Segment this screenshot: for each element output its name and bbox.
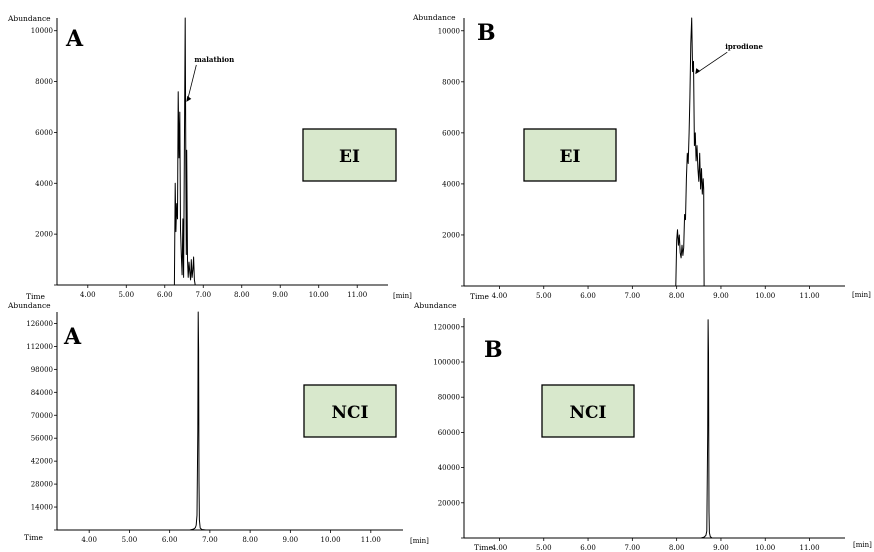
y-axis-label: Abundance [413, 301, 457, 310]
y-tick-label: 20000 [438, 499, 460, 507]
ei-label-text: EI [560, 147, 581, 167]
x-axis-unit: [min] [393, 292, 412, 300]
ei-label-box [523, 128, 617, 182]
x-tick-label: 5.00 [536, 544, 552, 552]
annotation-arrow [696, 51, 728, 74]
nci-label-text: NCI [569, 403, 606, 423]
x-tick-label: 7.00 [625, 292, 641, 300]
y-tick-label: 10000 [438, 27, 460, 35]
chromatogram-trace [57, 311, 403, 531]
x-tick-label: 7.00 [202, 536, 218, 544]
x-tick-label: 7.00 [625, 544, 641, 552]
y-tick-label: 14000 [31, 504, 53, 512]
x-tick-label: 10.00 [321, 536, 341, 544]
x-axis-label: Time [470, 292, 490, 301]
x-axis-unit: [min] [852, 291, 871, 299]
y-axis-label: Abundance [7, 301, 51, 310]
y-tick-label: 4000 [442, 180, 460, 188]
x-tick-label: 6.00 [580, 292, 596, 300]
x-tick-label: 10.00 [309, 291, 329, 299]
x-tick-label: 4.00 [80, 291, 96, 299]
x-axis-unit: [min] [853, 541, 872, 549]
y-tick-label: 2000 [35, 231, 53, 239]
x-tick-label: 4.00 [492, 544, 508, 552]
y-tick-label: 6000 [35, 129, 53, 137]
x-tick-label: 8.00 [234, 291, 250, 299]
y-tick-label: 112000 [26, 343, 53, 351]
y-tick-label: 40000 [438, 464, 460, 472]
x-tick-label: 8.00 [669, 292, 685, 300]
y-tick-label: 8000 [442, 78, 460, 86]
x-axis-label: Time [26, 292, 46, 301]
ei-label-box [302, 128, 397, 182]
x-tick-label: 11.00 [800, 544, 820, 552]
x-tick-label: 7.00 [195, 291, 211, 299]
x-tick-label: 9.00 [272, 291, 288, 299]
chromatogram-trace [464, 319, 845, 539]
x-tick-label: 11.00 [800, 292, 820, 300]
x-tick-label: 5.00 [536, 292, 552, 300]
y-tick-label: 70000 [31, 412, 53, 420]
x-tick-label: 11.00 [361, 536, 381, 544]
y-tick-label: 60000 [438, 429, 460, 437]
y-tick-label: 98000 [31, 366, 53, 374]
annotation-label: malathion [194, 55, 234, 64]
annotation-arrow [186, 64, 197, 102]
panel-letter: B [477, 20, 496, 46]
x-tick-label: 10.00 [755, 544, 775, 552]
x-tick-label: 9.00 [283, 536, 299, 544]
x-tick-label: 4.00 [492, 292, 508, 300]
annotation-arrowhead [186, 95, 192, 102]
x-tick-label: 8.00 [242, 536, 258, 544]
x-axis-unit: [min] [410, 537, 429, 545]
nci-label-box [541, 384, 635, 438]
y-tick-label: 2000 [442, 231, 460, 239]
x-tick-label: 5.00 [118, 291, 134, 299]
annotation-label: iprodione [725, 42, 763, 51]
nci-label-box [303, 384, 397, 438]
chromatogram-trace [675, 17, 705, 287]
y-tick-label: 120000 [433, 323, 460, 331]
y-tick-label: 10000 [31, 27, 53, 35]
x-axis-label: Time [24, 533, 44, 542]
panel-b-nci: Abundance B NCI Time [min] 20000 40000 600… [413, 301, 872, 552]
y-tick-label: 100000 [433, 359, 460, 367]
x-tick-label: 9.00 [713, 544, 729, 552]
annotation-arrowhead [695, 68, 701, 75]
x-tick-label: 5.00 [122, 536, 138, 544]
panel-a-ei: Abundance A EI Time [min] 2000 4000 6000 80… [7, 14, 412, 301]
y-axis-label: Abundance [412, 13, 456, 22]
ei-label-text: EI [339, 147, 360, 167]
y-tick-label: 4000 [35, 180, 53, 188]
x-tick-label: 6.00 [162, 536, 178, 544]
x-tick-label: 9.00 [713, 292, 729, 300]
panel-a-nci: Abundance A NCI Time [min] 14000 28000 420… [7, 301, 429, 545]
x-axis-label: Time [474, 543, 494, 552]
panel-b-ei: Abundance B EI Time [min] 2000 4000 6000 80… [412, 13, 871, 301]
x-tick-label: 8.00 [669, 544, 685, 552]
y-tick-label: 126000 [26, 320, 53, 328]
x-tick-label: 11.00 [347, 291, 367, 299]
x-tick-label: 6.00 [157, 291, 173, 299]
y-tick-label: 6000 [442, 129, 460, 137]
y-axis-label: Abundance [7, 14, 51, 23]
nci-label-text: NCI [331, 403, 368, 423]
y-tick-label: 80000 [438, 394, 460, 402]
y-tick-label: 56000 [31, 435, 53, 443]
chromatogram-trace [173, 17, 196, 286]
panel-letter: A [63, 324, 82, 350]
y-tick-label: 28000 [31, 481, 53, 489]
x-tick-label: 4.00 [81, 536, 97, 544]
panel-letter: B [484, 337, 503, 363]
panel-letter: A [65, 26, 84, 52]
y-tick-label: 8000 [35, 78, 53, 86]
y-tick-label: 42000 [31, 458, 53, 466]
x-tick-label: 6.00 [580, 544, 596, 552]
x-tick-label: 10.00 [755, 292, 775, 300]
y-tick-label: 84000 [31, 389, 53, 397]
